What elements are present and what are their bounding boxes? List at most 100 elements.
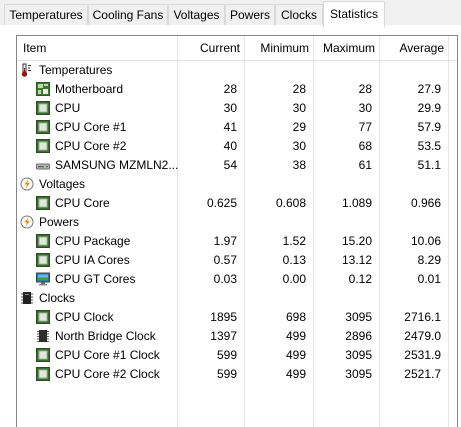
maximum-value: 2896 <box>345 329 372 343</box>
average-value: 2531.9 <box>404 348 441 362</box>
maximum-value: 77 <box>358 120 372 134</box>
sensor-row[interactable]: CPU Core 0.625 0.608 1.089 0.966 <box>17 194 457 213</box>
sensor-row[interactable]: CPU Core #2 Clock 599 499 3095 2521.7 <box>17 365 457 384</box>
cpu-chip-icon <box>36 196 50 210</box>
column-header-item[interactable]: Item <box>23 41 47 55</box>
current-value: 28 <box>223 82 237 96</box>
column-header-average[interactable]: Average <box>399 41 444 55</box>
maximum-value: 3095 <box>345 367 372 381</box>
group-row[interactable]: Temperatures <box>17 61 457 80</box>
average-value: 29.9 <box>417 101 441 115</box>
minimum-value: 29 <box>292 120 306 134</box>
maximum-value: 3095 <box>345 310 372 324</box>
average-value: 2716.1 <box>404 310 441 324</box>
sensor-label: Motherboard <box>55 82 124 96</box>
drive-icon <box>36 158 50 172</box>
maximum-value: 61 <box>358 158 372 172</box>
cpu-chip-icon <box>36 139 50 153</box>
sensor-label: CPU <box>55 101 81 115</box>
clock-chip-icon <box>20 291 34 305</box>
sensor-row[interactable]: CPU 30 30 30 29.9 <box>17 99 457 118</box>
group-row[interactable]: Clocks <box>17 289 457 308</box>
current-value: 41 <box>223 120 237 134</box>
sensor-label: CPU Package <box>55 234 131 248</box>
cpu-chip-icon <box>36 348 50 362</box>
minimum-value: 499 <box>285 348 306 362</box>
current-value: 0.57 <box>213 253 237 267</box>
sensor-label: CPU Core <box>55 196 110 210</box>
chipset-icon <box>36 329 50 343</box>
minimum-value: 1.52 <box>282 234 306 248</box>
average-value: 2521.7 <box>404 367 441 381</box>
average-value: 57.9 <box>417 120 441 134</box>
average-value: 0.01 <box>417 272 441 286</box>
lightning-icon <box>20 215 34 229</box>
column-separator <box>379 36 380 427</box>
sensor-row[interactable]: CPU Core #1 41 29 77 57.9 <box>17 118 457 137</box>
group-row[interactable]: Voltages <box>17 175 457 194</box>
average-value: 27.9 <box>417 82 441 96</box>
sensor-row[interactable]: CPU Core #2 40 30 68 53.5 <box>17 137 457 156</box>
tab-powers[interactable]: Powers <box>225 4 275 25</box>
group-label: Temperatures <box>39 63 113 77</box>
current-value: 599 <box>216 367 237 381</box>
current-value: 0.03 <box>213 272 237 286</box>
group-label: Powers <box>39 215 80 229</box>
sensor-label: SAMSUNG MZMLN2... <box>55 158 179 172</box>
minimum-value: 28 <box>292 82 306 96</box>
tab-cooling-fans[interactable]: Cooling Fans <box>88 4 168 25</box>
sensor-row[interactable]: North Bridge Clock 1397 499 2896 2479.0 <box>17 327 457 346</box>
maximum-value: 13.12 <box>341 253 372 267</box>
minimum-value: 30 <box>292 101 306 115</box>
tab-temperatures[interactable]: Temperatures <box>4 4 88 25</box>
sensor-row[interactable]: CPU Clock 1895 698 3095 2716.1 <box>17 308 457 327</box>
average-value: 8.29 <box>417 253 441 267</box>
lightning-icon <box>20 177 34 191</box>
maximum-value: 15.20 <box>341 234 372 248</box>
sensor-row[interactable]: CPU Core #1 Clock 599 499 3095 2531.9 <box>17 346 457 365</box>
average-value: 53.5 <box>417 139 441 153</box>
cpu-chip-icon <box>36 253 50 267</box>
current-value: 54 <box>223 158 237 172</box>
sensor-label: CPU Core #1 Clock <box>55 348 160 362</box>
current-value: 599 <box>216 348 237 362</box>
statistics-panel: Item Current Minimum Maximum Average Tem… <box>0 25 461 427</box>
current-value: 40 <box>223 139 237 153</box>
tab-voltages[interactable]: Voltages <box>168 4 225 25</box>
sensor-label: CPU IA Cores <box>55 253 130 267</box>
minimum-value: 38 <box>292 158 306 172</box>
maximum-value: 0.12 <box>348 272 372 286</box>
maximum-value: 68 <box>358 139 372 153</box>
sensor-row[interactable]: CPU Package 1.97 1.52 15.20 10.06 <box>17 232 457 251</box>
cpu-chip-icon <box>36 234 50 248</box>
sensor-label: CPU Core #2 Clock <box>55 367 160 381</box>
maximum-value: 28 <box>358 82 372 96</box>
sensor-row[interactable]: CPU GT Cores 0.03 0.00 0.12 0.01 <box>17 270 457 289</box>
column-separator <box>448 36 449 427</box>
maximum-value: 1.089 <box>341 196 372 210</box>
sensor-row[interactable]: SAMSUNG MZMLN2... 54 38 61 51.1 <box>17 156 457 175</box>
current-value: 0.625 <box>206 196 237 210</box>
minimum-value: 499 <box>285 367 306 381</box>
statistics-list[interactable]: Item Current Minimum Maximum Average Tem… <box>16 35 458 427</box>
average-value: 0.966 <box>410 196 441 210</box>
maximum-value: 30 <box>358 101 372 115</box>
tab-clocks[interactable]: Clocks <box>275 4 323 25</box>
column-header-maximum[interactable]: Maximum <box>322 41 375 55</box>
list-header: Item Current Minimum Maximum Average <box>17 36 457 61</box>
thermometer-icon <box>20 63 34 77</box>
cpu-chip-icon <box>36 310 50 324</box>
minimum-value: 0.00 <box>282 272 306 286</box>
column-header-current[interactable]: Current <box>199 41 240 55</box>
minimum-value: 698 <box>285 310 306 324</box>
tab-statistics[interactable]: Statistics <box>323 1 385 27</box>
cpu-chip-icon <box>36 367 50 381</box>
sensor-label: CPU Core #1 <box>55 120 127 134</box>
sensor-row[interactable]: CPU IA Cores 0.57 0.13 13.12 8.29 <box>17 251 457 270</box>
group-row[interactable]: Powers <box>17 213 457 232</box>
column-header-minimum[interactable]: Minimum <box>260 41 309 55</box>
sensor-row[interactable]: Motherboard 28 28 28 27.9 <box>17 80 457 99</box>
column-separator <box>177 36 178 427</box>
group-label: Clocks <box>39 291 76 305</box>
minimum-value: 30 <box>292 139 306 153</box>
